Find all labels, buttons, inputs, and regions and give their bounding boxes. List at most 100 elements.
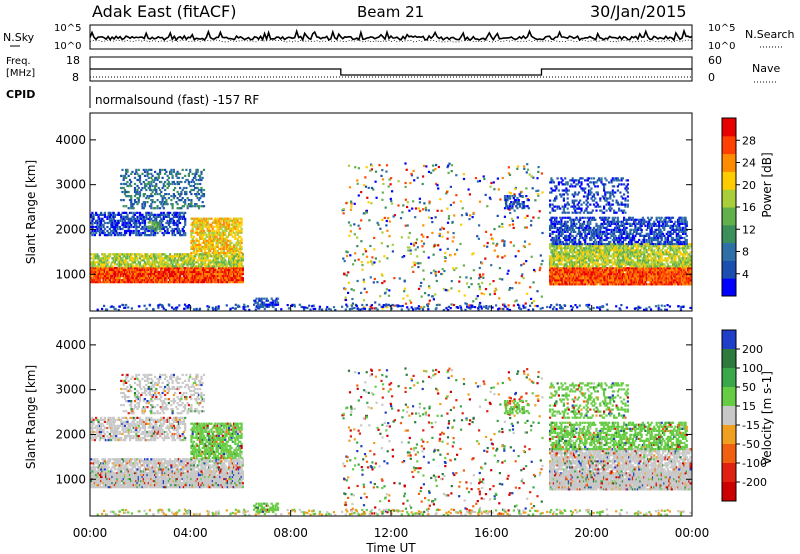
scatter-cell [581,247,584,250]
scatter-cell [555,236,558,240]
scatter-cell [219,265,222,268]
scatter-cell [194,255,197,258]
scatter-cell [618,267,621,270]
scatter-cell [562,242,565,246]
scatter-cell [181,215,184,218]
scatter-cell [219,272,222,276]
scatter-cell [673,261,676,264]
scatter-cell [177,266,180,270]
scatter-cell [570,224,573,227]
scatter-cell [680,267,683,270]
scatter-cell [145,263,148,266]
scatter-cell [670,247,673,250]
scatter-cell [575,253,578,256]
scatter-cell [635,277,638,280]
scatter-cell [555,271,558,274]
scatter-cell [654,281,657,284]
scatter-cell [197,243,201,246]
scatter-cell [117,261,120,264]
scatter-cell [571,267,574,270]
scatter-cell [152,221,155,224]
scatter-cell [184,193,187,196]
scatter-cell [110,274,113,278]
scatter-cell [204,272,207,276]
scatter-cell [619,279,622,282]
scatter-cell [205,219,208,222]
scatter-cell [177,207,180,210]
scatter-cell [677,255,680,258]
scatter-cell [655,271,658,274]
scatter-cell [688,267,691,270]
scatter-cell [560,251,563,254]
scatter-cell [191,243,194,246]
scatter-cell [169,221,172,225]
scatter-cell [615,247,618,250]
scatter-cell [668,253,671,256]
scatter-cell [122,234,125,237]
scatter-cell [201,272,204,276]
scatter-cell [555,275,558,278]
scatter-cell [577,275,581,278]
scatter-cell [571,240,574,244]
scatter-cell [233,259,236,262]
scatter-cell [603,271,606,274]
scatter-cell [172,255,175,258]
scatter-cell [641,277,644,280]
scatter-cell [680,257,683,260]
scatter-cell [105,274,108,278]
scatter-cell [230,266,233,270]
scatter-cell [155,266,158,270]
scatter-cell [196,265,199,268]
scatter-cell [125,274,128,278]
scatter-cell [564,230,567,233]
scatter-cell [595,251,598,254]
scatter-cell [106,234,109,237]
scatter-cell [580,269,583,272]
scatter-cell [639,281,642,284]
scatter-cell [615,271,618,274]
scatter-cell [184,190,187,194]
scatter-cell [201,255,204,258]
scatter-cell [229,277,232,280]
scatter-cell [170,265,173,268]
scatter-cell [194,231,197,234]
scatter-cell [122,268,125,272]
scatter-cell [651,283,655,286]
scatter-cell [639,253,642,256]
scatter-cell [147,213,150,216]
scatter-cell [680,263,683,266]
scatter-cell [231,249,234,253]
scatter-cell [549,243,552,246]
scatter-cell [130,263,133,266]
scatter-cell [189,170,192,173]
scatter-cell [103,257,106,260]
scatter-cell [157,265,160,268]
scatter-cell [100,217,103,220]
scatter-cell [654,279,657,282]
scatter-cell [574,263,577,266]
scatter-cell [222,245,226,248]
scatter-cell [640,253,643,256]
scatter-cell [130,217,133,220]
scatter-cell [579,257,582,260]
scatter-cell [200,263,203,266]
scatter-cell [680,261,683,264]
scatter-cell [159,279,162,282]
scatter-cell [594,251,597,254]
scatter-cell [585,269,588,272]
scatter-cell [565,226,568,229]
scatter-cell [177,253,180,256]
scatter-cell [195,203,198,206]
scatter-cell [560,234,563,237]
scatter-cell [559,247,562,250]
scatter-cell [151,178,154,182]
scatter-cell [618,253,621,256]
scatter-cell [585,271,588,274]
scatter-cell [669,267,672,270]
scatter-cell [212,225,216,228]
scatter-cell [215,225,218,228]
scatter-cell [215,231,218,234]
scatter-cell [123,274,127,278]
scatter-cell [148,268,152,272]
scatter-cell [112,213,115,216]
